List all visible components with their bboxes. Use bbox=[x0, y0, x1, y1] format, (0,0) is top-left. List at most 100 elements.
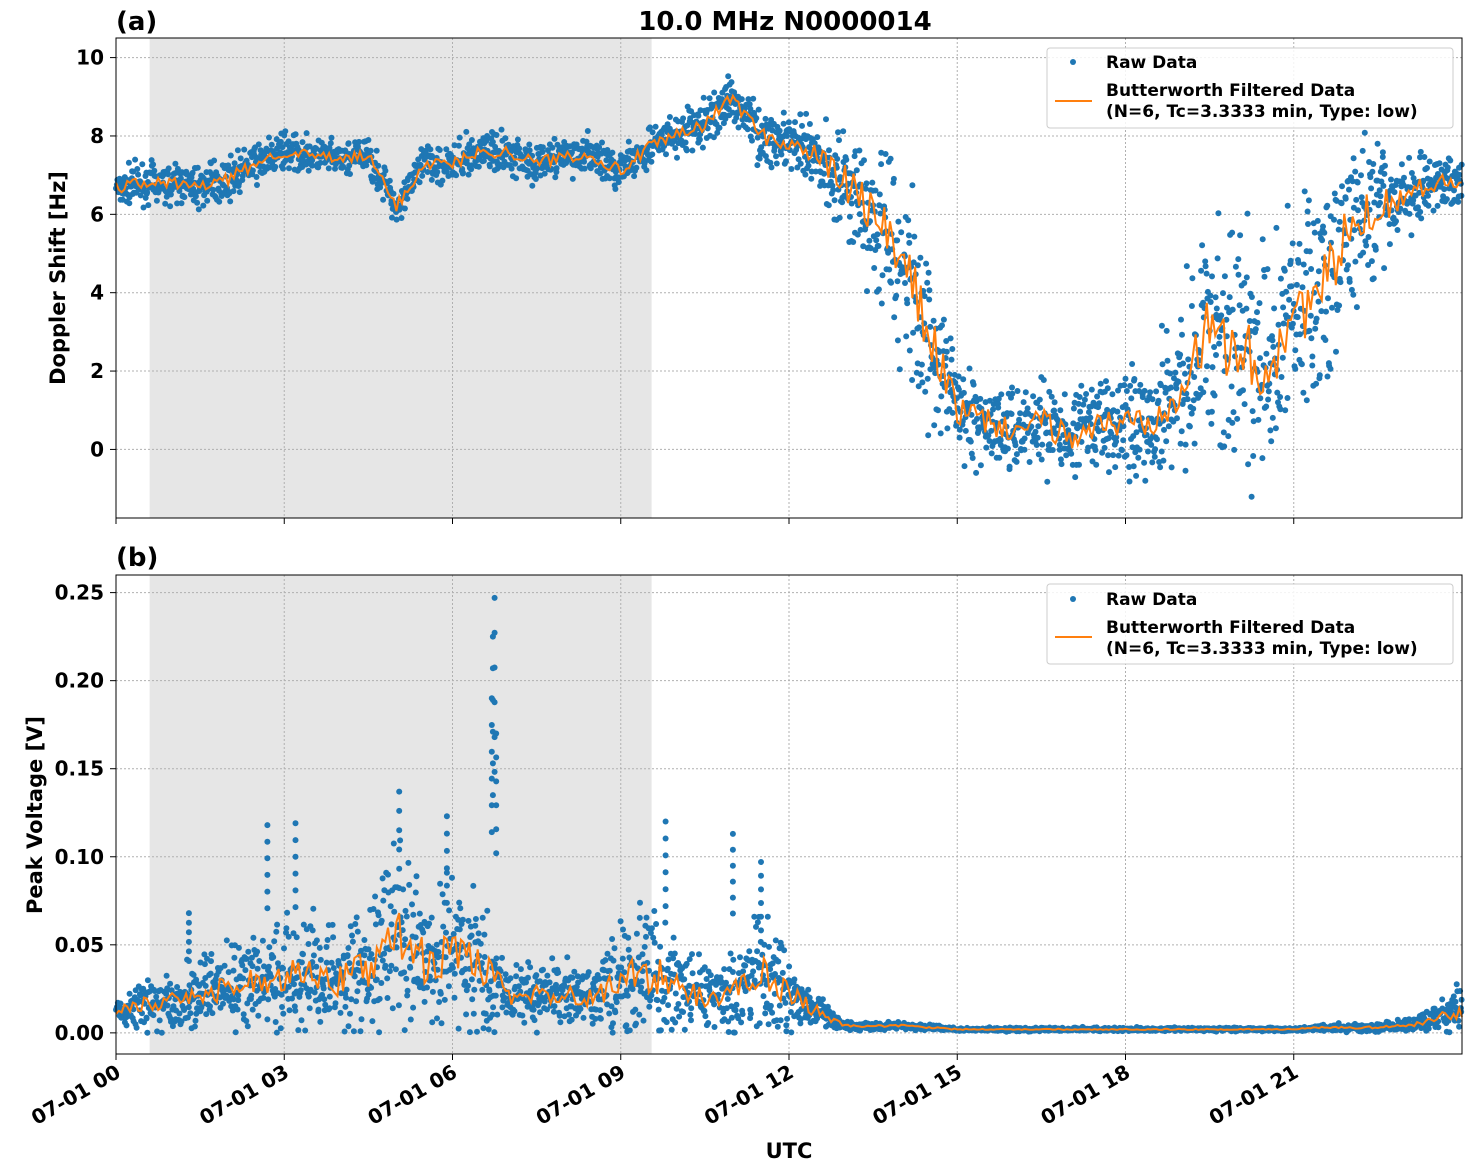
raw-data-point bbox=[585, 969, 592, 976]
raw-data-point bbox=[1458, 192, 1465, 199]
raw-data-point bbox=[465, 171, 472, 178]
raw-data-point bbox=[753, 923, 759, 930]
raw-data-point bbox=[1190, 405, 1197, 412]
raw-data-point bbox=[468, 932, 475, 939]
raw-data-point bbox=[1391, 189, 1398, 196]
raw-data-point bbox=[231, 954, 238, 961]
raw-data-point bbox=[443, 869, 450, 876]
raw-data-point bbox=[921, 293, 928, 300]
raw-data-point bbox=[261, 963, 267, 970]
raw-data-point bbox=[1267, 427, 1274, 434]
raw-data-point bbox=[1264, 266, 1271, 273]
raw-data-point bbox=[925, 269, 932, 276]
raw-data-point bbox=[549, 144, 556, 151]
raw-data-point bbox=[1221, 273, 1228, 280]
raw-data-point bbox=[139, 161, 146, 168]
raw-data-point bbox=[746, 948, 753, 955]
raw-data-point bbox=[1225, 433, 1232, 440]
raw-data-point bbox=[483, 137, 490, 144]
raw-data-point bbox=[1365, 234, 1372, 240]
raw-data-point bbox=[402, 907, 409, 914]
raw-data-point bbox=[472, 922, 479, 929]
raw-data-point bbox=[1188, 303, 1195, 309]
raw-data-point bbox=[649, 129, 656, 136]
raw-data-point bbox=[1280, 304, 1287, 311]
raw-data-point bbox=[788, 1029, 795, 1036]
raw-data-point bbox=[1420, 177, 1427, 184]
raw-data-point bbox=[1216, 333, 1223, 340]
raw-data-point bbox=[356, 138, 362, 145]
raw-data-point bbox=[1269, 414, 1276, 421]
raw-data-point bbox=[1220, 429, 1227, 436]
raw-data-point bbox=[625, 138, 632, 145]
raw-data-point bbox=[565, 157, 572, 163]
raw-data-point bbox=[977, 462, 984, 469]
raw-data-point bbox=[412, 889, 419, 896]
raw-data-point bbox=[798, 986, 805, 993]
raw-data-point bbox=[455, 142, 462, 149]
raw-data-point bbox=[1149, 396, 1156, 403]
raw-data-point bbox=[552, 174, 559, 181]
raw-data-point bbox=[905, 232, 912, 239]
raw-data-point bbox=[433, 941, 440, 948]
raw-data-point bbox=[623, 1022, 630, 1029]
y-tick-label: 10 bbox=[76, 46, 104, 70]
raw-data-point bbox=[526, 147, 533, 154]
raw-data-point bbox=[143, 1015, 150, 1022]
raw-data-point bbox=[893, 292, 900, 299]
raw-data-point bbox=[767, 966, 774, 973]
raw-data-point bbox=[917, 254, 924, 261]
raw-data-point bbox=[174, 984, 181, 990]
raw-data-point bbox=[481, 954, 488, 960]
raw-data-point bbox=[767, 1002, 774, 1009]
raw-data-point bbox=[300, 921, 307, 928]
raw-data-point bbox=[533, 972, 540, 979]
raw-data-point bbox=[706, 95, 713, 102]
raw-data-point bbox=[298, 1017, 305, 1024]
raw-data-point bbox=[754, 134, 761, 141]
raw-data-point bbox=[581, 158, 587, 165]
raw-data-point bbox=[300, 951, 306, 958]
raw-data-point bbox=[1229, 306, 1236, 313]
raw-data-point bbox=[759, 951, 766, 958]
raw-data-point bbox=[537, 1009, 543, 1016]
raw-data-point bbox=[535, 1000, 542, 1007]
raw-data-point bbox=[427, 146, 434, 153]
raw-data-point bbox=[505, 141, 512, 148]
raw-data-point bbox=[1168, 464, 1175, 471]
raw-data-point bbox=[429, 1019, 436, 1026]
raw-data-point bbox=[1077, 408, 1084, 415]
raw-data-point bbox=[250, 934, 257, 941]
raw-data-point bbox=[1237, 232, 1244, 239]
raw-data-point bbox=[365, 137, 372, 143]
raw-data-point bbox=[259, 937, 266, 944]
raw-data-point bbox=[580, 1014, 587, 1021]
raw-data-point bbox=[1370, 161, 1377, 167]
raw-data-point bbox=[783, 1028, 790, 1035]
raw-data-point bbox=[419, 172, 426, 179]
raw-data-point bbox=[404, 195, 411, 202]
raw-data-point bbox=[1209, 273, 1215, 280]
raw-data-point bbox=[519, 1012, 526, 1019]
raw-data-point bbox=[1307, 312, 1314, 319]
raw-data-point bbox=[1154, 436, 1160, 443]
raw-data-point bbox=[445, 983, 452, 990]
raw-data-point bbox=[925, 432, 932, 439]
raw-data-point bbox=[499, 954, 505, 961]
raw-data-point bbox=[493, 955, 500, 962]
raw-data-point bbox=[1207, 292, 1214, 299]
raw-data-point bbox=[1211, 344, 1218, 350]
raw-data-point bbox=[1024, 405, 1031, 412]
raw-data-point bbox=[531, 1017, 538, 1024]
raw-data-point bbox=[361, 952, 368, 959]
raw-data-point bbox=[966, 365, 973, 372]
raw-data-point bbox=[208, 958, 214, 965]
raw-data-point bbox=[960, 389, 967, 396]
raw-data-point bbox=[1259, 236, 1266, 243]
raw-data-point bbox=[836, 214, 843, 221]
raw-data-point bbox=[782, 999, 789, 1006]
raw-data-point bbox=[128, 183, 135, 190]
raw-data-point bbox=[1456, 171, 1463, 178]
